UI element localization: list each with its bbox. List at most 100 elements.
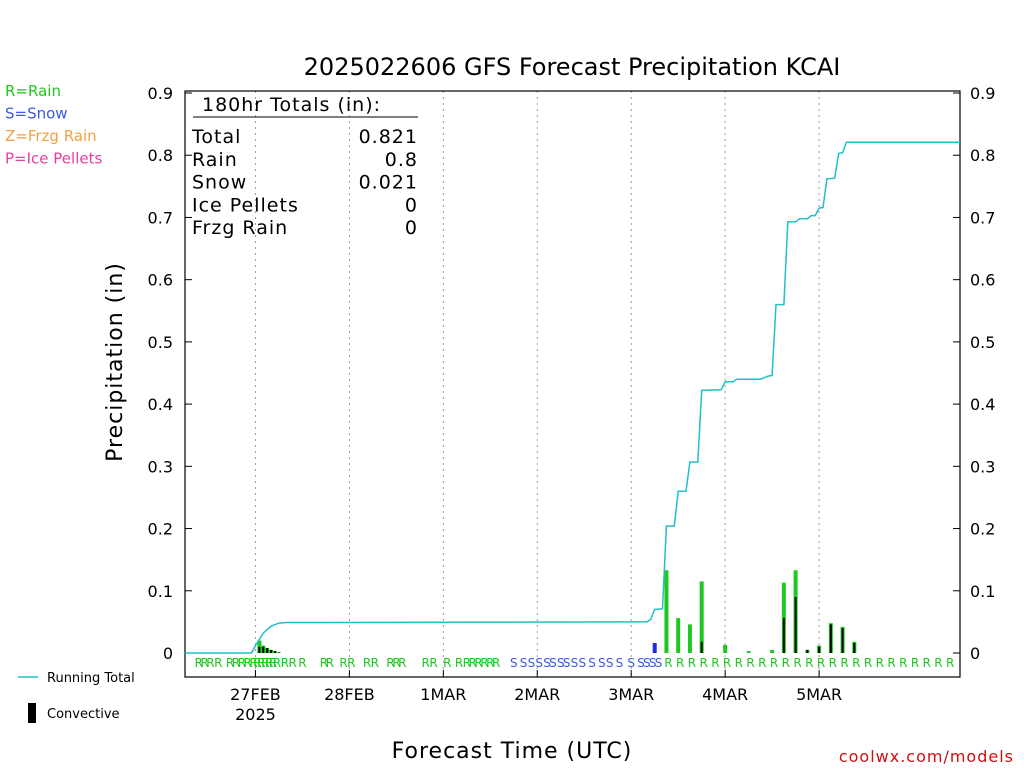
precip-type-marker: R xyxy=(232,656,240,670)
y-tick-label-left: 0.1 xyxy=(148,582,173,601)
precip-type-marker: R xyxy=(899,656,907,670)
x-tick-label: 4MAR xyxy=(702,685,748,704)
precip-bar xyxy=(676,618,681,653)
precip-type-marker: R xyxy=(735,656,743,670)
totals-row-value: 0 xyxy=(405,194,418,216)
precip-type-marker: S xyxy=(520,656,528,670)
convective-legend-label: Convective xyxy=(47,707,120,722)
precip-type-marker: S xyxy=(549,656,557,670)
precip-bar xyxy=(746,651,751,653)
convective-bar xyxy=(841,628,844,653)
y-tick-label-right: 0.8 xyxy=(970,146,995,165)
precip-type-marker: R xyxy=(840,656,848,670)
precip-type-marker: R xyxy=(946,656,954,670)
precip-type-marker: R xyxy=(480,656,488,670)
convective-bar xyxy=(829,624,832,653)
chart-title: 2025022606 GFS Forecast Precipitation KC… xyxy=(304,53,841,81)
precip-type-marker: R xyxy=(474,656,482,670)
precip-type-marker: S xyxy=(598,656,606,670)
precip-bars xyxy=(257,570,857,653)
totals-row-value: 0.821 xyxy=(359,126,418,148)
precip-type-marker: S xyxy=(627,656,635,670)
precip-type-marker: R xyxy=(226,656,234,670)
x-tick-label: 3MAR xyxy=(608,685,654,704)
totals-row-value: 0 xyxy=(405,217,418,239)
precip-type-marker: S xyxy=(528,656,536,670)
precip-type-marker: R xyxy=(723,656,731,670)
precip-bar xyxy=(723,644,728,653)
convective-legend-swatch xyxy=(28,703,36,723)
x-tick-label: 28FEB xyxy=(324,685,375,704)
convective-bar xyxy=(853,643,856,653)
totals-row-value: 0.8 xyxy=(385,149,418,171)
precip-type-marker: R xyxy=(347,656,355,670)
precip-bar xyxy=(699,581,704,653)
precip-type-marker: R xyxy=(876,656,884,670)
precip-type-legend: R=Rain S=Snow Z=Frzg Rain P=Ice Pellets xyxy=(5,82,102,168)
precip-type-marker: S xyxy=(655,656,663,670)
precip-type-marker: R xyxy=(253,656,261,670)
precip-type-marker: R xyxy=(238,656,246,670)
running-total-line xyxy=(185,141,960,654)
totals-row-value: 0.021 xyxy=(359,172,418,194)
precip-type-marker: R xyxy=(200,656,208,670)
convective-bar xyxy=(700,641,703,653)
precip-bar xyxy=(687,624,692,653)
precip-bar xyxy=(781,582,786,653)
precip-type-marker: R xyxy=(782,656,790,670)
precip-type-marker: R xyxy=(911,656,919,670)
precip-type-marker: R xyxy=(429,656,437,670)
y-tick-label-left: 0.6 xyxy=(148,271,173,290)
totals-header: 180hr Totals (in): xyxy=(202,94,381,116)
precip-type-marker: R xyxy=(422,656,430,670)
convective-bar xyxy=(794,597,797,653)
precip-type-marker: R xyxy=(805,656,813,670)
precip-type-marker: R xyxy=(469,656,477,670)
precip-type-marker: S xyxy=(543,656,551,670)
precip-type-marker: S xyxy=(588,656,596,670)
precip-type-marker: S xyxy=(637,656,645,670)
precip-type-marker: R xyxy=(817,656,825,670)
convective-bar xyxy=(266,648,269,653)
y-tick-label-right: 0.6 xyxy=(970,271,995,290)
precip-type-marker: R xyxy=(243,656,251,670)
y-tick-label-right: 0.4 xyxy=(970,395,995,414)
precip-type-marker: R xyxy=(443,656,451,670)
precip-type-marker: S xyxy=(616,656,624,670)
convective-bar xyxy=(262,646,265,653)
precip-type-marker: R xyxy=(249,656,257,670)
precip-type-marker: R xyxy=(371,656,379,670)
x-tick-label: 5MAR xyxy=(796,685,842,704)
running-total-legend-label: Running Total xyxy=(47,671,135,686)
y-tick-label-left: 0.8 xyxy=(148,146,173,165)
precip-type-marker: R xyxy=(339,656,347,670)
site-watermark: coolwx.com/models xyxy=(839,747,1014,766)
precip-type-marker: S xyxy=(578,656,586,670)
precip-type-marker: R xyxy=(392,656,400,670)
precip-type-marker: R xyxy=(257,656,265,670)
y-tick-label-right: 0.9 xyxy=(970,84,995,103)
precip-type-marker: R xyxy=(688,656,696,670)
precip-type-marker: R xyxy=(298,656,306,670)
precip-type-marker: R xyxy=(326,656,334,670)
precip-type-marker: R xyxy=(492,656,500,670)
precip-type-marker: R xyxy=(793,656,801,670)
precip-type-marker: S xyxy=(510,656,518,670)
precip-type-marker: S xyxy=(557,656,565,670)
precip-type-marker: S xyxy=(606,656,614,670)
precip-type-marker: S xyxy=(535,656,543,670)
convective-bar xyxy=(782,618,785,653)
precip-type-marker: R xyxy=(770,656,778,670)
precip-type-marker: R xyxy=(486,656,494,670)
precip-type-marker: S xyxy=(571,656,579,670)
precip-type-marker: S xyxy=(563,656,571,670)
precip-type-marker: R xyxy=(463,656,471,670)
precip-type-marker: R xyxy=(363,656,371,670)
convective-bar xyxy=(270,649,273,653)
precip-type-marker: R xyxy=(206,656,214,670)
precip-type-marker: R xyxy=(214,656,222,670)
precip-type-marker: S xyxy=(643,656,651,670)
y-tick-label-left: 0 xyxy=(163,644,173,663)
precip-type-legend-item: R=Rain xyxy=(5,82,61,100)
